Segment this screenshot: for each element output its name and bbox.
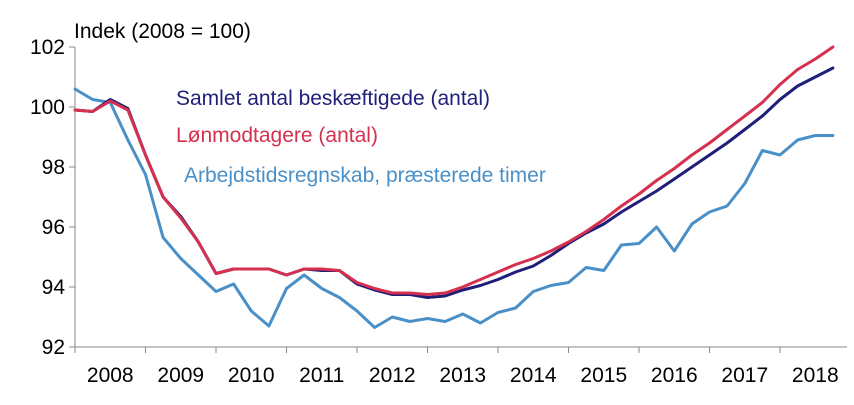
y-tick-label: 94 [42, 276, 66, 299]
y-tick-label: 98 [42, 156, 65, 179]
legend-entry-2: Arbejdstidsregnskab, præsterede timer [184, 164, 546, 187]
series-lines [73, 45, 835, 329]
legend-entry-1: Lønmodtagere (antal) [176, 124, 378, 147]
x-tick-label: 2016 [651, 364, 698, 387]
x-tick-label: 2008 [87, 364, 134, 387]
x-axis: 2008 2009 2010 2011 2012 2013 2014 2015 2016 2017… [74, 346, 847, 387]
x-tick-label: 2017 [721, 364, 768, 387]
x-tick-label: 2015 [580, 364, 627, 387]
y-tick-label: 102 [30, 36, 65, 59]
x-tick-label: 2014 [510, 364, 557, 387]
series-line-2 [73, 87, 835, 329]
y-tick-label: 96 [42, 216, 65, 239]
x-tick-label: 2010 [228, 364, 275, 387]
x-tick-label: 2012 [369, 364, 416, 387]
legend-entry-0: Samlet antal beskæftigede (antal) [176, 87, 490, 110]
y-tick-label: 92 [42, 336, 65, 359]
y-axis-unit-label: Indek (2008 = 100) [74, 20, 251, 43]
y-tick-label: 100 [30, 96, 65, 119]
x-tick-label: 2013 [439, 364, 486, 387]
x-tick-label: 2018 [792, 364, 839, 387]
y-axis: 92 94 96 98 100 102 [30, 36, 76, 359]
legend: Samlet antal beskæftigede (antal) Lønmodt… [176, 87, 546, 187]
series-line-1 [73, 45, 835, 296]
x-tick-label: 2011 [299, 364, 344, 387]
x-tick-label: 2009 [157, 364, 204, 387]
